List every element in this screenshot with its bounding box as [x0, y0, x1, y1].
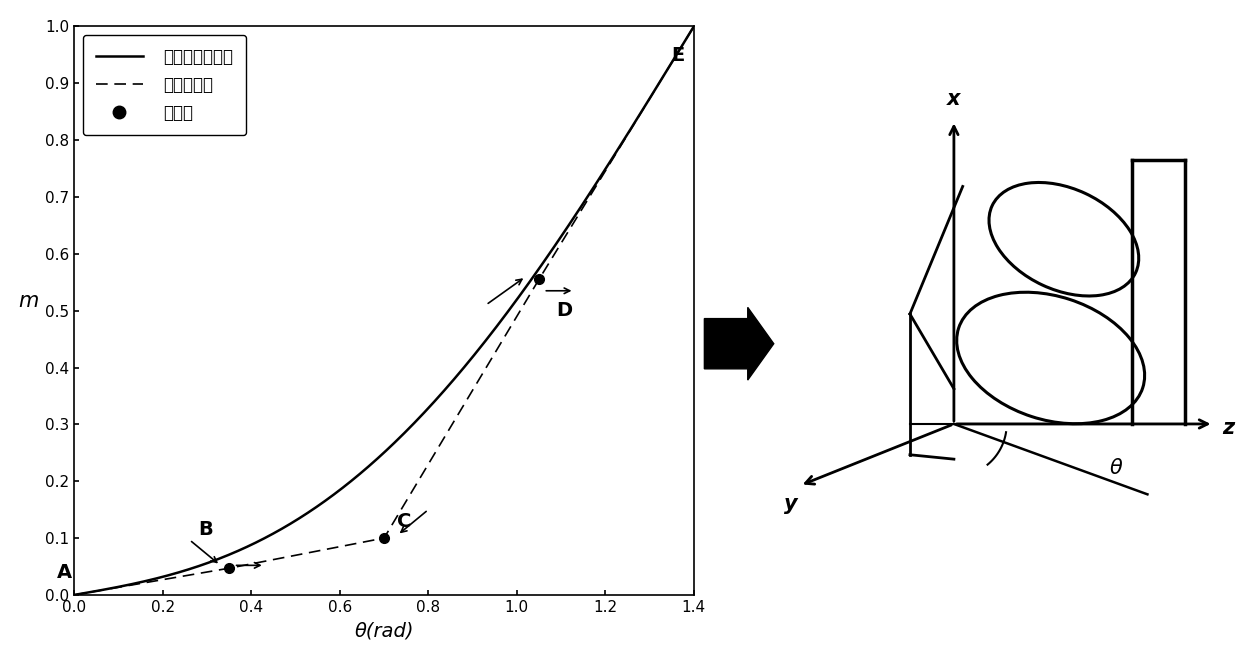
Text: D: D — [556, 301, 572, 321]
FancyArrow shape — [704, 307, 773, 380]
X-axis label: θ(rad): θ(rad) — [354, 622, 414, 641]
Text: A: A — [57, 563, 72, 582]
Y-axis label: m: m — [19, 291, 38, 311]
Legend: 圆周角度展开线, 控制多边形, 控制点: 圆周角度展开线, 控制多边形, 控制点 — [83, 35, 247, 136]
Text: E: E — [672, 46, 685, 65]
Text: y: y — [784, 494, 798, 514]
Text: B: B — [198, 520, 213, 539]
Text: x: x — [947, 89, 960, 110]
Text: C: C — [398, 512, 411, 531]
Text: $\theta$: $\theta$ — [1109, 458, 1124, 478]
Text: z: z — [1222, 418, 1234, 438]
